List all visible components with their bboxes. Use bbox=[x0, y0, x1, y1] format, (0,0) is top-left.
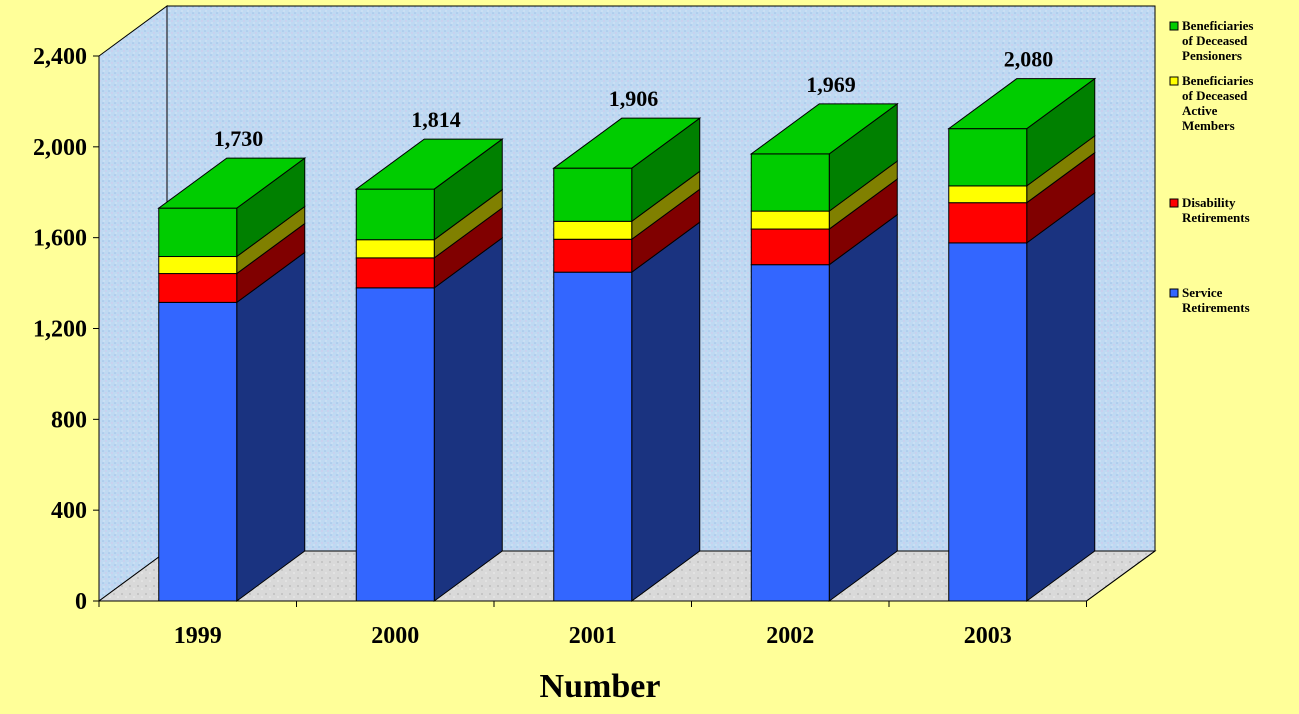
bar-segment-side bbox=[433, 236, 503, 602]
side-wall bbox=[98, 5, 168, 602]
bar-segment bbox=[158, 273, 238, 303]
bar-segment-side bbox=[236, 251, 306, 602]
y-tick-label: 0 bbox=[75, 589, 87, 615]
bar-segment bbox=[553, 220, 633, 240]
legend-label-line: Disability bbox=[1182, 195, 1236, 210]
bars bbox=[157, 77, 1097, 602]
legend-label-line: Beneficiaries bbox=[1182, 18, 1253, 33]
x-tick-label: 2002 bbox=[766, 623, 814, 649]
bar-segment bbox=[158, 207, 238, 258]
total-label: 1,814 bbox=[411, 107, 461, 132]
legend-label-line: Retirements bbox=[1182, 210, 1250, 225]
legend-swatch bbox=[1169, 76, 1179, 86]
y-tick-label: 1,200 bbox=[33, 317, 87, 343]
bar-segment bbox=[948, 185, 1028, 204]
legend-label-line: of Deceased bbox=[1182, 33, 1248, 48]
legend-item: Beneficiaries of Deceased Pensioners bbox=[1169, 18, 1253, 63]
total-label: 1,906 bbox=[609, 86, 659, 111]
bar-segment bbox=[948, 242, 1028, 602]
total-label: 1,730 bbox=[214, 126, 264, 151]
bar-segment bbox=[355, 287, 435, 602]
bar-top bbox=[947, 78, 1097, 130]
y-tick-label: 800 bbox=[51, 407, 87, 433]
legend-swatch bbox=[1169, 198, 1179, 208]
bar-stack bbox=[552, 117, 702, 602]
total-label: 2,080 bbox=[1004, 47, 1054, 72]
x-tick-label: 2003 bbox=[964, 623, 1012, 649]
total-label: 1,969 bbox=[806, 72, 856, 97]
legend-item: Disability Retirements bbox=[1169, 195, 1250, 225]
bar-segment bbox=[553, 167, 633, 222]
x-axis-title: Number bbox=[540, 668, 661, 705]
legend-item: Service Retirements bbox=[1169, 285, 1250, 315]
legend-swatch bbox=[1169, 288, 1179, 298]
bar-top bbox=[354, 138, 504, 190]
legend-label: Beneficiaries of Deceased Active Members bbox=[1182, 73, 1253, 133]
bar-segment bbox=[750, 153, 830, 212]
legend-label-line: Pensioners bbox=[1182, 48, 1242, 63]
bar-segment bbox=[355, 188, 435, 241]
floor-edge bbox=[1086, 550, 1156, 602]
bar-segment bbox=[553, 271, 633, 602]
bar-segment bbox=[750, 210, 830, 230]
y-tick-label: 2,400 bbox=[33, 44, 87, 70]
y-tick-label: 2,000 bbox=[33, 135, 87, 161]
legend-label: Disability Retirements bbox=[1182, 195, 1250, 225]
y-tick-label: 400 bbox=[51, 498, 87, 524]
x-tick-label: 2001 bbox=[569, 623, 617, 649]
bar-segment bbox=[948, 202, 1028, 244]
bar-segment bbox=[750, 264, 830, 602]
x-tick-label: 2000 bbox=[371, 623, 419, 649]
bar-stack bbox=[354, 138, 504, 602]
bar-top bbox=[552, 117, 702, 169]
bar-top bbox=[749, 103, 899, 155]
x-tick-label: 1999 bbox=[174, 623, 222, 649]
legend: Beneficiaries of Deceased PensionersBenefi… bbox=[1169, 18, 1253, 315]
legend-label-line: Service bbox=[1182, 285, 1223, 300]
bar-segment-side bbox=[1026, 191, 1096, 602]
legend-label-line: Retirements bbox=[1182, 300, 1250, 315]
x-axis: 1999 2000 2001 2002 2003 bbox=[98, 550, 1156, 649]
bar-top bbox=[157, 157, 307, 209]
bar-segment bbox=[355, 257, 435, 289]
legend-label: Service Retirements bbox=[1182, 285, 1250, 315]
legend-label-line: Members bbox=[1182, 118, 1235, 133]
bar-segment bbox=[750, 228, 830, 266]
bar-segment bbox=[948, 128, 1028, 187]
bar-segment-side bbox=[828, 213, 898, 602]
bar-stack bbox=[157, 157, 307, 602]
legend-item: Beneficiaries of Deceased Active Members bbox=[1169, 73, 1253, 133]
bar-stack bbox=[947, 77, 1097, 602]
bar-segment-side bbox=[631, 221, 701, 602]
bar-segment bbox=[355, 239, 435, 259]
legend-label-line: of Deceased bbox=[1182, 88, 1248, 103]
y-tick-label: 1,600 bbox=[33, 226, 87, 252]
bar-stack bbox=[749, 102, 899, 602]
bar-segment bbox=[553, 238, 633, 273]
y-axis: 0 400 800 1,200 1,600 2,000 2,400 bbox=[33, 44, 100, 615]
legend-label-line: Active bbox=[1182, 103, 1218, 118]
total-labels: 1,730 1,814 1,906 1,969 2,080 bbox=[214, 47, 1054, 151]
legend-label-line: Beneficiaries bbox=[1182, 73, 1253, 88]
bar-segment bbox=[158, 301, 238, 602]
legend-swatch bbox=[1169, 21, 1179, 31]
bar-segment bbox=[158, 256, 238, 275]
legend-label: Beneficiaries of Deceased Pensioners bbox=[1182, 18, 1253, 63]
